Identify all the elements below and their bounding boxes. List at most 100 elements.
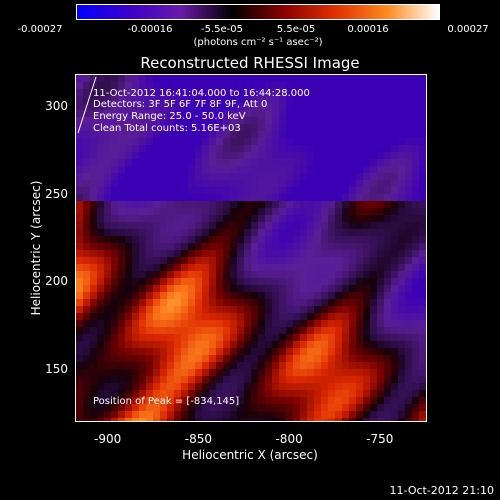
heatmap-cell: [370, 362, 377, 369]
heatmap-cell: [363, 89, 370, 96]
heatmap-cell: [314, 264, 321, 271]
heatmap-cell: [377, 383, 384, 390]
heatmap-cell: [139, 250, 146, 257]
heatmap-cell: [370, 334, 377, 341]
heatmap-cell: [216, 411, 223, 418]
heatmap-cell: [258, 264, 265, 271]
heatmap-cell: [125, 369, 132, 376]
heatmap-cell: [293, 194, 300, 201]
heatmap-cell: [174, 152, 181, 159]
heatmap-cell: [321, 103, 328, 110]
heatmap-cell: [328, 138, 335, 145]
heatmap-cell: [181, 362, 188, 369]
heatmap-cell: [286, 320, 293, 327]
heatmap-cell: [188, 194, 195, 201]
heatmap-cell: [167, 348, 174, 355]
heatmap-cell: [412, 194, 419, 201]
heatmap-cell: [223, 292, 230, 299]
heatmap-cell: [146, 285, 153, 292]
heatmap-cell: [300, 159, 307, 166]
heatmap-cell: [419, 341, 426, 348]
heatmap-cell: [335, 103, 342, 110]
heatmap-cell: [111, 222, 118, 229]
heatmap-cell: [132, 292, 139, 299]
heatmap-cell: [244, 124, 251, 131]
heatmap-cell: [286, 96, 293, 103]
heatmap-cell: [153, 264, 160, 271]
heatmap-cell: [321, 369, 328, 376]
heatmap-cell: [90, 390, 97, 397]
heatmap-cell: [174, 376, 181, 383]
heatmap-cell: [167, 152, 174, 159]
heatmap-cell: [370, 348, 377, 355]
heatmap-cell: [258, 292, 265, 299]
heatmap-cell: [97, 124, 104, 131]
heatmap-cell: [258, 243, 265, 250]
heatmap-cell: [349, 404, 356, 411]
heatmap-cell: [356, 152, 363, 159]
heatmap-cell: [230, 222, 237, 229]
heatmap-cell: [118, 208, 125, 215]
heatmap-cell: [125, 257, 132, 264]
heatmap-cell: [230, 341, 237, 348]
heatmap-cell: [167, 173, 174, 180]
heatmap-cell: [286, 285, 293, 292]
heatmap-cell: [363, 257, 370, 264]
heatmap-cell: [384, 236, 391, 243]
heatmap-cell: [202, 278, 209, 285]
heatmap-cell: [251, 152, 258, 159]
heatmap-cell: [209, 222, 216, 229]
heatmap-cell: [349, 327, 356, 334]
heatmap-cell: [104, 82, 111, 89]
heatmap-cell: [300, 404, 307, 411]
heatmap-cell: [335, 334, 342, 341]
heatmap-cell: [237, 201, 244, 208]
heatmap-cell: [118, 369, 125, 376]
heatmap-cell: [188, 341, 195, 348]
heatmap-cell: [370, 103, 377, 110]
heatmap-cell: [118, 152, 125, 159]
x-tick-label: -900: [94, 432, 122, 446]
heatmap-cell: [167, 82, 174, 89]
heatmap-cell: [230, 166, 237, 173]
heatmap-cell: [286, 243, 293, 250]
heatmap-cell: [251, 89, 258, 96]
heatmap-cell: [321, 299, 328, 306]
heatmap-cell: [419, 320, 426, 327]
heatmap-cell: [384, 243, 391, 250]
heatmap-cell: [111, 243, 118, 250]
heatmap-cell: [405, 292, 412, 299]
heatmap-cell: [349, 348, 356, 355]
heatmap-cell: [321, 327, 328, 334]
heatmap-cell: [342, 124, 349, 131]
heatmap-cell: [307, 124, 314, 131]
heatmap-cell: [293, 285, 300, 292]
heatmap-cell: [244, 75, 251, 82]
heatmap-cell: [230, 173, 237, 180]
heatmap-cell: [83, 173, 90, 180]
heatmap-cell: [391, 348, 398, 355]
heatmap-cell: [181, 299, 188, 306]
heatmap-cell: [391, 383, 398, 390]
heatmap-cell: [230, 82, 237, 89]
heatmap-cell: [90, 397, 97, 404]
heatmap-cell: [363, 369, 370, 376]
heatmap-cell: [181, 208, 188, 215]
heatmap-cell: [398, 152, 405, 159]
heatmap-cell: [188, 285, 195, 292]
heatmap-cell: [160, 271, 167, 278]
heatmap-cell: [335, 201, 342, 208]
heatmap-cell: [272, 397, 279, 404]
heatmap-cell: [419, 313, 426, 320]
heatmap-cell: [251, 341, 258, 348]
heatmap-cell: [118, 75, 125, 82]
heatmap-cell: [174, 285, 181, 292]
heatmap-cell: [97, 327, 104, 334]
heatmap-cell: [265, 110, 272, 117]
heatmap-cell: [321, 285, 328, 292]
heatmap-cell: [370, 418, 377, 421]
heatmap-cell: [314, 124, 321, 131]
heatmap-cell: [83, 404, 90, 411]
heatmap-cell: [370, 411, 377, 418]
heatmap-cell: [181, 376, 188, 383]
